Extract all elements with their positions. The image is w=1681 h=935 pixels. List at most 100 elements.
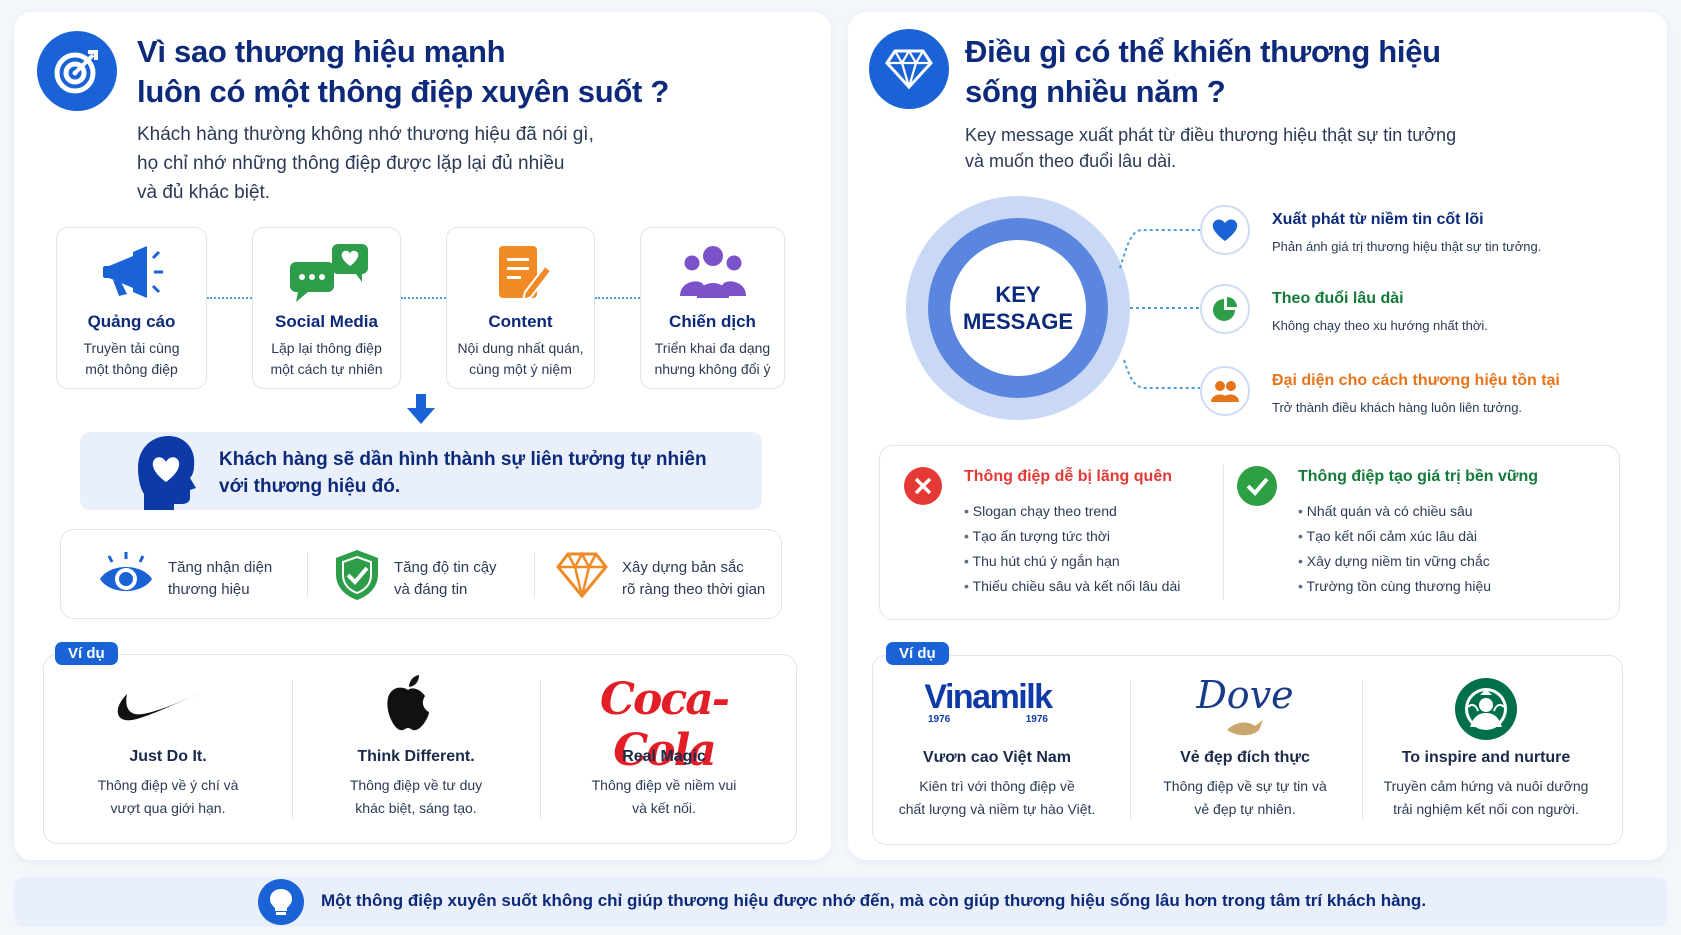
example-title: To inspire and nurture — [1401, 749, 1571, 766]
left-subtitle-line3: và đủ khác biệt. — [137, 182, 271, 203]
connectors — [1119, 229, 1200, 389]
channel-title: Social Media — [275, 312, 378, 331]
example-starbucks: To inspire and nurture Truyền cảm hứng v… — [1370, 749, 1602, 821]
benefit-text: Tăng độ tin cậy và đáng tin — [394, 558, 497, 598]
point-title: Đại diện cho cách thương hiệu tồn tại — [1272, 372, 1560, 389]
diamond-icon — [556, 551, 608, 605]
example-title: Vẻ đẹp đích thực — [1180, 749, 1310, 766]
left-subtitle-line1: Khách hàng thường không nhớ thương hiệu … — [137, 124, 594, 145]
left-title-line1: Vì sao thương hiệu mạnh — [137, 34, 506, 69]
example-tag: Ví dụ — [55, 642, 118, 665]
divider — [1223, 465, 1224, 600]
footer-text: Một thông điệp xuyên suốt không chỉ giúp… — [321, 891, 1427, 910]
left-title-line2: luôn có một thông điệp xuyên suốt ? — [137, 74, 669, 109]
example-title: Real Magic — [622, 748, 706, 765]
divider — [292, 680, 293, 820]
list-item: Xây dựng niềm tin vững chắc — [1298, 549, 1491, 574]
right-subtitle-line1: Key message xuất phát từ điều thương hiệ… — [965, 125, 1457, 145]
result-text: Khách hàng sẽ dần hình thành sự liên tưở… — [219, 446, 707, 500]
list-item: Trường tồn cùng thương hiệu — [1298, 574, 1491, 599]
example-title: Vươn cao Việt Nam — [922, 749, 1072, 766]
channel-card-ads: Quảng cáo Truyền tải cùng một thông điệp — [56, 227, 207, 389]
channel-card-content: Content Nội dung nhất quán, cùng một ý ni… — [446, 227, 595, 389]
channel-title: Chiến dịch — [669, 312, 756, 331]
result-line1: Khách hàng sẽ dần hình thành sự liên tưở… — [219, 449, 707, 470]
example-desc: Kiên trì với thông điệp về chất lượng và … — [898, 778, 1096, 817]
list-item: Nhất quán và có chiều sâu — [1298, 499, 1491, 524]
example-apple: Think Different. Thông điệp về tư duy khá… — [308, 748, 524, 820]
lightbulb-icon — [258, 879, 304, 925]
benefit-identity: Xây dựng bản sắc rõ ràng theo thời gian — [556, 551, 766, 605]
head-heart-icon — [128, 434, 198, 515]
right-subtitle: Key message xuất phát từ điều thương hiệ… — [965, 122, 1456, 174]
connector — [401, 297, 446, 299]
divider — [1130, 680, 1131, 820]
bad-message-title: Thông điệp dễ bị lãng quên — [964, 468, 1172, 485]
vinamilk-wordmark: Vinamilk — [924, 678, 1053, 716]
starbucks-logo — [1454, 677, 1518, 746]
channel-title: Quảng cáo — [87, 312, 176, 331]
example-desc: Thông điệp về niềm vui và kết nối. — [591, 777, 737, 816]
benefit-text: Tăng nhận diện thương hiệu — [168, 558, 273, 598]
right-subtitle-line2: và muốn theo đuổi lâu dài. — [965, 151, 1177, 171]
channel-card-social: Social Media Lặp lại thông điệp một cách … — [252, 227, 401, 389]
point-title: Xuất phát từ niềm tin cốt lõi — [1272, 211, 1484, 228]
right-title: Điều gì có thể khiến thương hiệu sống nh… — [965, 32, 1441, 112]
good-message-title: Thông điệp tạo giá trị bền vững — [1298, 468, 1539, 485]
connector — [207, 297, 252, 299]
apple-logo — [383, 674, 433, 739]
channel-card-campaign: Chiến dịch Triển khai đa dạng nhưng không… — [640, 227, 785, 389]
people-icon — [1200, 366, 1250, 416]
list-item: Tạo ấn tượng tức thời — [964, 524, 1180, 549]
key-message-center: KEY MESSAGE — [950, 240, 1086, 376]
left-subtitle-line2: họ chỉ nhớ những thông điệp được lặp lại… — [137, 153, 565, 174]
list-item: Thiếu chiều sâu và kết nối lâu dài — [964, 574, 1181, 599]
example-title: Just Do It. — [129, 748, 207, 765]
vinamilk-logo: Vinamilk 1976 1976 — [918, 680, 1058, 725]
left-subtitle: Khách hàng thường không nhớ thương hiệu … — [137, 120, 594, 207]
divider — [540, 680, 541, 820]
right-title-line2: sống nhiều năm ? — [965, 74, 1226, 109]
bad-message-list: Slogan chạy theo trend Tạo ấn tượng tức … — [964, 499, 1181, 599]
diamond-icon — [869, 29, 949, 109]
coca-cola-logo: Coca-Cola — [600, 674, 730, 776]
result-line2: với thương hiệu đó. — [219, 476, 401, 497]
check-icon — [1237, 466, 1277, 506]
benefit-trust: Tăng độ tin cậy và đáng tin — [334, 548, 497, 609]
heart-icon — [1200, 205, 1250, 255]
dove-logo: Dove — [1180, 674, 1310, 743]
key-message-line1: KEY — [995, 282, 1041, 307]
benefit-text: Xây dựng bản sắc rõ ràng theo thời gian — [622, 558, 766, 598]
people-group-icon — [678, 242, 748, 304]
point-title: Theo đuổi lâu dài — [1272, 290, 1404, 307]
channel-desc: Lặp lại thông điệp một cách tự nhiên — [270, 340, 383, 377]
benefit-recognition: Tăng nhận diện thương hiệu — [98, 552, 272, 605]
pie-chart-icon — [1200, 284, 1250, 334]
left-title: Vì sao thương hiệu mạnh luôn có một thôn… — [137, 32, 669, 112]
target-icon — [37, 31, 117, 111]
example-title: Think Different. — [357, 748, 475, 765]
example-tag: Ví dụ — [886, 642, 949, 665]
example-desc: Thông điệp về sự tự tin và vẻ đẹp tự nhiê… — [1163, 778, 1327, 817]
list-item: Tạo kết nối cảm xúc lâu dài — [1298, 524, 1491, 549]
divider — [307, 552, 308, 598]
megaphone-icon — [97, 244, 167, 304]
dove-wordmark: Dove — [1196, 673, 1294, 717]
divider — [1362, 680, 1363, 820]
vinamilk-year: 1976 — [928, 714, 951, 725]
example-desc: Thông điệp về ý chí và vượt qua giới hạn. — [97, 777, 239, 816]
dove-bird-icon — [1227, 720, 1263, 736]
chat-heart-icon — [282, 242, 372, 304]
point-desc: Phản ánh giá trị thương hiệu thật sự tin… — [1272, 239, 1542, 254]
document-pen-icon — [489, 242, 553, 304]
example-dove: Vẻ đẹp đích thực Thông điệp về sự tự tin… — [1135, 749, 1355, 821]
examples-box-left — [43, 654, 797, 844]
right-title-line1: Điều gì có thể khiến thương hiệu — [965, 34, 1441, 69]
nike-logo — [113, 686, 209, 731]
divider — [534, 552, 535, 598]
list-item: Slogan chạy theo trend — [964, 499, 1180, 524]
channel-title: Content — [488, 312, 553, 331]
cross-icon — [904, 467, 942, 505]
channel-desc: Triển khai đa dạng nhưng không đổi ý — [654, 340, 771, 377]
shield-check-icon — [334, 548, 380, 609]
